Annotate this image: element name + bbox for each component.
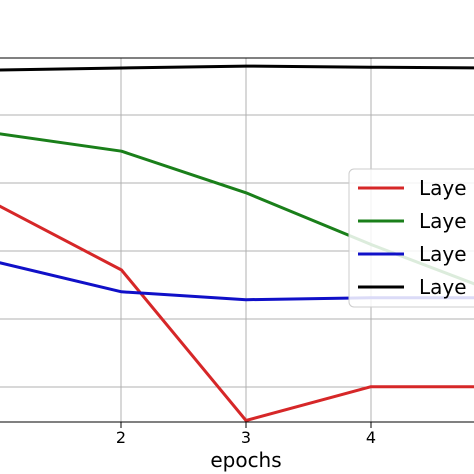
axes-frame [0, 57, 474, 423]
legend-label-1: Laye [419, 176, 467, 200]
series-line-4 [0, 64, 474, 72]
legend-label-3: Laye [419, 242, 467, 266]
x-tick-label: 3 [241, 428, 251, 447]
x-tick-label: 4 [366, 428, 376, 447]
x-tick-label: 2 [116, 428, 126, 447]
series-line-1 [0, 204, 474, 422]
legend: Laye Laye Laye Laye [348, 168, 474, 308]
legend-label-4: Laye [419, 275, 467, 299]
x-ticks: 2 3 4 [116, 422, 376, 447]
x-axis-label: epochs [210, 448, 281, 472]
legend-label-2: Laye [419, 209, 467, 233]
legend-box [348, 168, 474, 308]
